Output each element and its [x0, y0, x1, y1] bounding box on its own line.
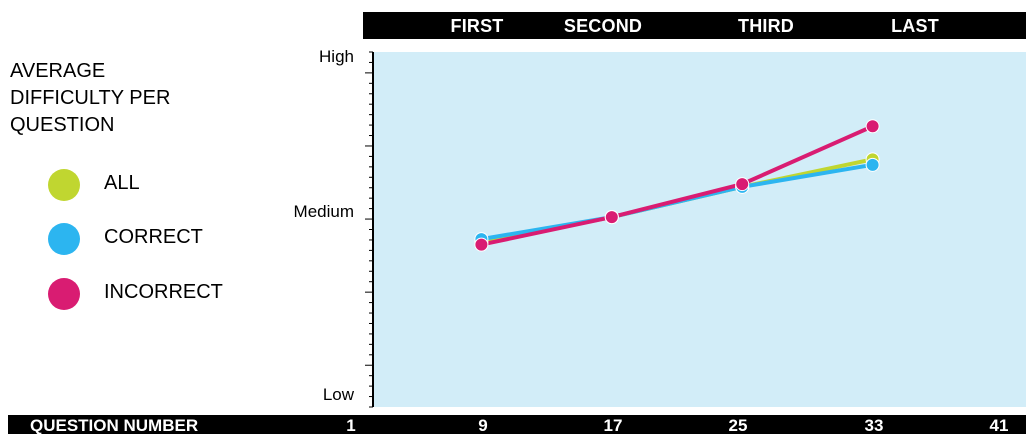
segment-label-second: SECOND [563, 16, 643, 36]
x-axis-bar: QUESTION NUMBER 1 9 17 25 33 41 [8, 415, 1026, 435]
segment-label-third: THIRD [738, 16, 794, 36]
segment-header-bar: FIRST SECOND THIRD LAST [363, 12, 1026, 39]
chart-title: AVERAGE DIFFICULTY PER QUESTION [10, 58, 240, 139]
legend-swatch-incorrect [48, 278, 80, 310]
x-tick-label: 17 [603, 416, 623, 435]
data-point-incorrect [735, 177, 750, 192]
data-point-incorrect [474, 237, 489, 252]
x-tick-label: 25 [728, 416, 748, 435]
plot-area [373, 52, 1026, 407]
series-line-incorrect [479, 124, 875, 247]
x-tick-label: 9 [478, 416, 488, 435]
legend-swatch-all [48, 169, 80, 201]
segment-label-first: FIRST [450, 16, 504, 36]
y-tick-label-medium: Medium [293, 202, 354, 221]
y-tick-label-low: Low [322, 385, 354, 404]
chart-title-line-1: AVERAGE [10, 60, 106, 82]
legend-label-incorrect: INCORRECT [104, 281, 223, 303]
chart-title-line-3: QUESTION [10, 114, 115, 136]
legend-label-correct: CORRECT [104, 226, 203, 248]
data-point-incorrect [865, 119, 880, 134]
x-axis-title: QUESTION NUMBER [30, 416, 199, 435]
chart-title-line-2: DIFFICULTY PER [10, 87, 171, 109]
segment-label-last: LAST [891, 16, 939, 36]
x-tick-label: 1 [346, 416, 356, 435]
x-tick-label: 41 [989, 416, 1009, 435]
y-tick-label-high: High [319, 47, 354, 66]
legend-swatch-correct [48, 223, 80, 255]
x-tick-label: 33 [864, 416, 884, 435]
data-point-incorrect [604, 210, 619, 225]
legend-label-all: ALL [104, 172, 140, 194]
data-point-correct [865, 157, 880, 172]
